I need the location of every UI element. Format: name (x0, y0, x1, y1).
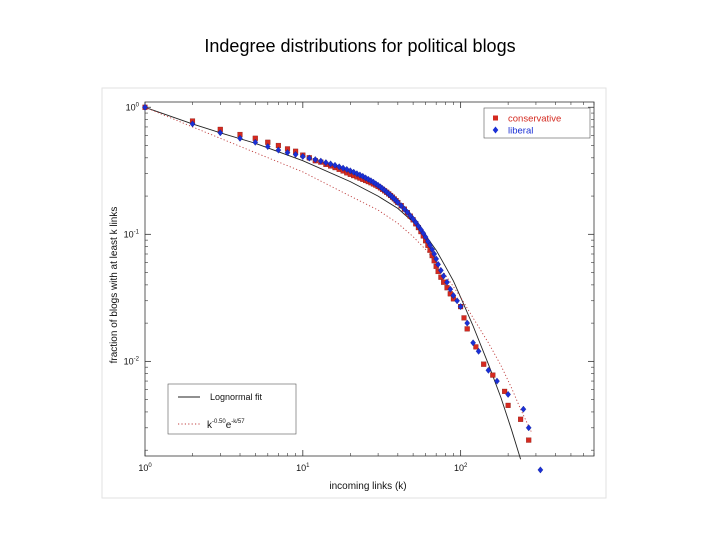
figure-background (101, 87, 607, 499)
liberal-point (395, 199, 401, 206)
liberal-point (237, 134, 243, 142)
conservative-point (461, 315, 467, 321)
axes-frame (144, 101, 595, 457)
liberal-point (429, 246, 435, 253)
liberal-point (398, 202, 404, 210)
liberal-point (438, 266, 444, 274)
liberal-point (440, 272, 447, 280)
liberal-point (401, 205, 408, 213)
liberal-point (265, 143, 271, 151)
conservative-point (502, 388, 508, 394)
liberal-point (327, 160, 334, 168)
data-markers (142, 103, 544, 474)
liberal-point (454, 297, 460, 305)
liberal-point (217, 129, 224, 137)
liberal-point (354, 170, 360, 178)
conservative-point (490, 372, 496, 378)
x-tick-label: 102 (454, 463, 468, 473)
liberal-point (431, 250, 437, 258)
liberal-point (433, 255, 439, 263)
conservative-point (473, 344, 479, 350)
liberal-point (427, 241, 433, 249)
liberal-point (189, 120, 196, 128)
liberal-point (470, 339, 476, 347)
powerlaw-fit-line (144, 106, 532, 432)
liberal-point (370, 178, 377, 186)
liberal-point (422, 233, 429, 241)
y-axis-label: fraction of blogs with at least k links (109, 207, 120, 364)
liberal-point (365, 175, 372, 183)
powerlaw-legend-label: k-0.50e-k/57 (207, 419, 245, 431)
liberal-point (413, 218, 419, 226)
x-tick-label: 101 (296, 463, 310, 473)
liberal-point (323, 159, 329, 167)
legend-label-conservative: conservative (508, 114, 561, 125)
slide-title: Indegree distributions for political blo… (204, 36, 516, 56)
liberal-point (485, 366, 492, 374)
liberal-point (410, 215, 416, 223)
figure-frame (101, 87, 607, 499)
liberal-point (447, 285, 454, 293)
liberal-point (292, 151, 299, 158)
conservative-point (526, 437, 532, 443)
liberal-point (340, 164, 346, 172)
liberal-point (357, 171, 363, 179)
legend-fits: Lognormal fit k-0.50e-k/57 (167, 383, 297, 435)
liberal-point (336, 163, 342, 171)
fit-legend-box (167, 383, 297, 435)
liberal-point (505, 390, 511, 398)
conservative-point (464, 326, 470, 332)
liberal-point (435, 260, 441, 268)
plot-area (144, 101, 595, 457)
legend-box (483, 107, 591, 139)
liberal-point (494, 377, 500, 385)
liberal-point (520, 405, 527, 413)
liberal-point (537, 466, 544, 474)
x-tick-label: 100 (138, 463, 152, 473)
liberal-point (464, 319, 470, 327)
liberal-point (450, 292, 457, 299)
liberal-point (252, 138, 259, 146)
legend-label-liberal: liberal (508, 126, 533, 137)
liberal-point (284, 149, 291, 157)
legend-marker-conservative (493, 115, 498, 121)
liberal-point (404, 208, 411, 216)
liberal-point (362, 174, 369, 182)
liberal-point (457, 303, 464, 311)
y-tick-label: 10-2 (124, 356, 140, 366)
liberal-point (344, 165, 350, 173)
liberal-point (407, 212, 414, 220)
liberal-point (142, 103, 148, 111)
liberal-point (300, 153, 306, 160)
liberal-point (368, 177, 374, 185)
x-axis-label: incoming links (k) (329, 481, 406, 492)
liberal-point (444, 278, 450, 286)
liberal-point (275, 146, 282, 154)
liberal-point (312, 156, 319, 164)
legend-marker-liberal (492, 126, 499, 134)
liberal-point (347, 167, 354, 175)
conservative-point (505, 402, 511, 408)
conservative-point (518, 416, 524, 422)
y-tick-label: 10-1 (124, 229, 140, 239)
liberal-point (475, 347, 482, 355)
liberal-point (332, 161, 338, 169)
y-tick-label: 100 (126, 102, 140, 112)
liberal-point (420, 229, 427, 237)
lognormal-legend-label: Lognormal fit (210, 392, 263, 402)
liberal-point (318, 157, 324, 165)
conservative-point (481, 361, 487, 367)
liberal-point (525, 424, 532, 432)
liberal-point (360, 172, 366, 180)
liberal-point (306, 154, 313, 162)
